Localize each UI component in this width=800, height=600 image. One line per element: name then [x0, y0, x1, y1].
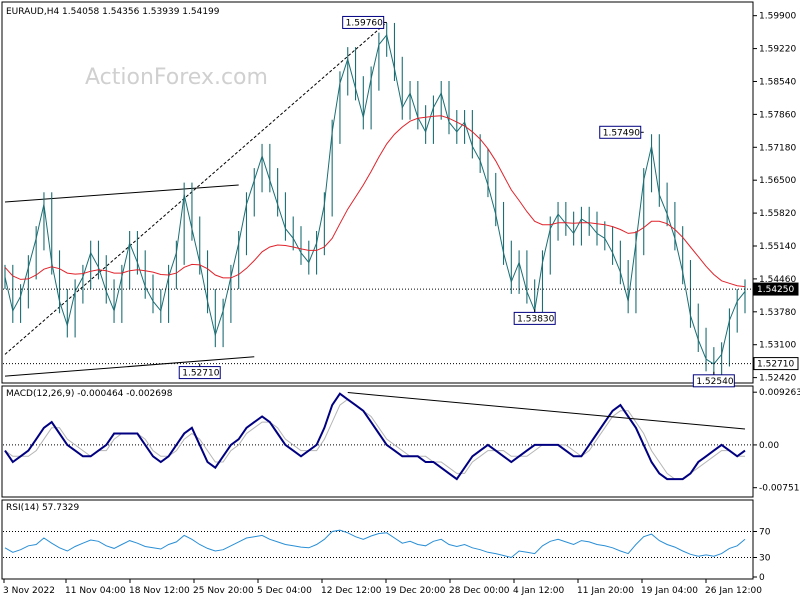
- x-tick-label: 11 Jan 20:00: [577, 586, 634, 596]
- level-axis-tag-label: 1.52710: [757, 360, 794, 370]
- rsi-pane-frame: [1, 499, 754, 580]
- price-y-tick-label: 1.53780: [759, 308, 796, 318]
- level-axis-tag: [753, 357, 799, 371]
- rsi-y-tick-label: 30: [759, 554, 771, 564]
- x-tick-label: 4 Jan 12:00: [513, 586, 565, 596]
- price-header: EURAUD,H4 1.54058 1.54356 1.53939 1.5419…: [6, 7, 220, 17]
- price-y-tick-label: 1.59220: [759, 45, 796, 55]
- price-y-tick-label: 1.59900: [759, 12, 796, 22]
- price-trendline: [4, 22, 388, 355]
- x-tick-label: 25 Nov 20:00: [193, 586, 254, 596]
- x-tick-label: 12 Dec 12:00: [321, 586, 382, 596]
- price-y-tick-label: 1.57180: [759, 143, 796, 153]
- annotation-label: 1.57490: [603, 128, 640, 138]
- x-tick-label: 3 Nov 2022: [3, 586, 55, 596]
- level-axis-tag: [753, 282, 799, 296]
- annotation-label: 1.52710: [182, 369, 219, 379]
- macd-line: [4, 392, 746, 481]
- annotation-label: 1.52540: [696, 377, 733, 387]
- annotation-label: 1.59760: [346, 18, 383, 28]
- annotation-box: [599, 125, 642, 139]
- rsi-line: [4, 529, 746, 559]
- price-y-tick-label: 1.53100: [759, 341, 796, 351]
- price-y-tick-label: 1.56500: [759, 176, 796, 186]
- annotation-label: 1.53830: [517, 314, 554, 324]
- price-y-tick-label: 1.55820: [759, 209, 796, 219]
- annotation-box: [513, 311, 556, 325]
- x-tick-label: 26 Jan 12:00: [705, 586, 762, 596]
- price-line: [4, 33, 746, 365]
- annotation-box: [178, 366, 221, 380]
- moving-average-line: [4, 115, 746, 288]
- price-y-tick-label: 1.58540: [759, 77, 796, 87]
- annotation-box: [692, 374, 735, 388]
- macd-pane-frame: [1, 385, 754, 498]
- level-axis-tag-label: 1.54250: [757, 285, 794, 295]
- watermark: ActionForex.com: [85, 65, 268, 90]
- x-tick-label: 19 Dec 20:00: [385, 586, 446, 596]
- price-trendline: [4, 356, 255, 377]
- rsi-header: RSI(14) 57.7329: [6, 503, 79, 513]
- price-y-tick-label: 1.57860: [759, 110, 796, 120]
- rsi-y-tick-label: 0: [759, 573, 765, 583]
- rsi-y-tick-label: 70: [759, 528, 771, 538]
- annotation-box: [342, 15, 385, 29]
- macd-y-tick-label: 0.00: [759, 441, 779, 451]
- price-pane-frame: [1, 1, 754, 384]
- macd-header: MACD(12,26,9) -0.000464 -0.002698: [6, 389, 173, 399]
- x-tick-label: 11 Nov 04:00: [65, 586, 126, 596]
- macd-y-tick-label: 0.009263: [759, 388, 800, 398]
- x-tick-label: 19 Jan 04:00: [641, 586, 698, 596]
- x-tick-label: 28 Dec 00:00: [449, 586, 510, 596]
- price-y-tick-label: 1.54460: [759, 275, 796, 285]
- price-y-tick-label: 1.52420: [759, 374, 796, 384]
- macd-trendline: [347, 392, 746, 430]
- x-tick-label: 18 Nov 12:00: [129, 586, 190, 596]
- price-y-tick-label: 1.55140: [759, 242, 796, 252]
- x-tick-label: 5 Dec 04:00: [257, 586, 312, 596]
